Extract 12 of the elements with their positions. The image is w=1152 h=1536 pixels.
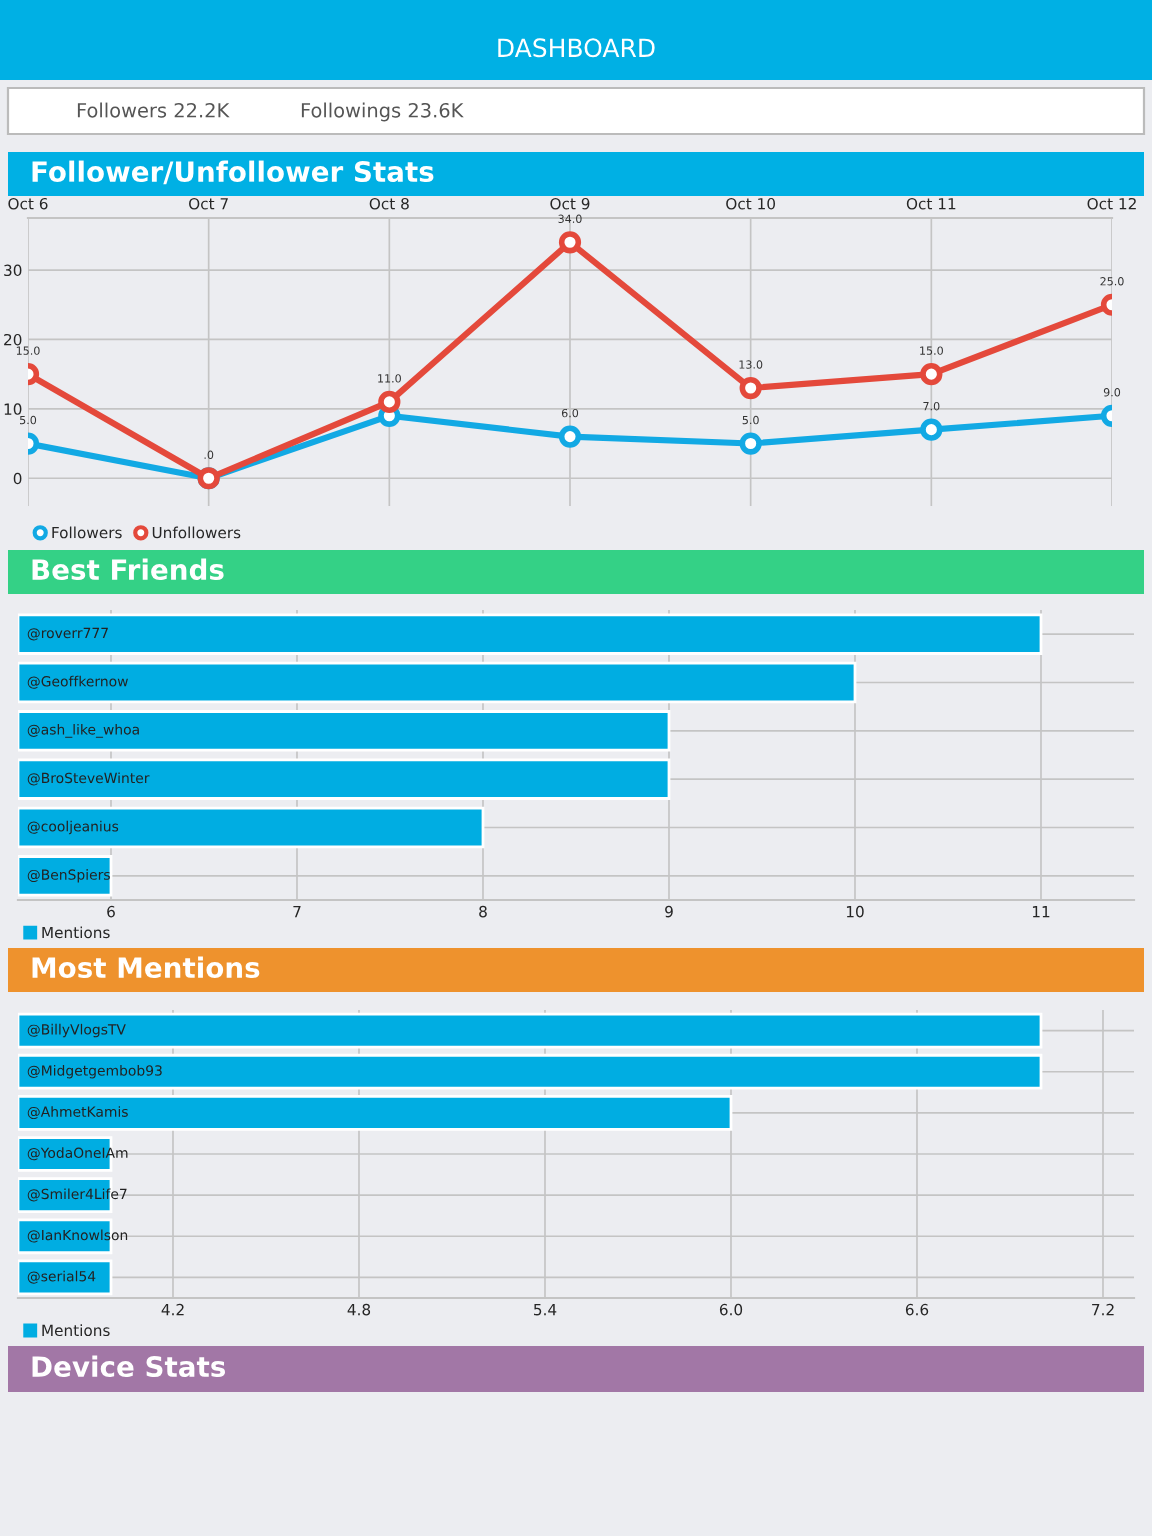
text: Device Stats <box>32 1355 226 1378</box>
point <box>739 432 762 455</box>
chart-title: Most Mentions <box>32 956 260 979</box>
point <box>378 390 401 414</box>
text: Followers 22.2K <box>77 102 230 118</box>
text: Followings 23.6K <box>301 102 464 122</box>
text: DASHBOARD <box>498 38 655 58</box>
point <box>739 376 762 400</box>
chart-title: Follower/Unfollower Stats <box>32 160 434 185</box>
chart-title: Best Friends <box>32 558 224 581</box>
point <box>558 425 582 448</box>
point <box>558 231 582 254</box>
